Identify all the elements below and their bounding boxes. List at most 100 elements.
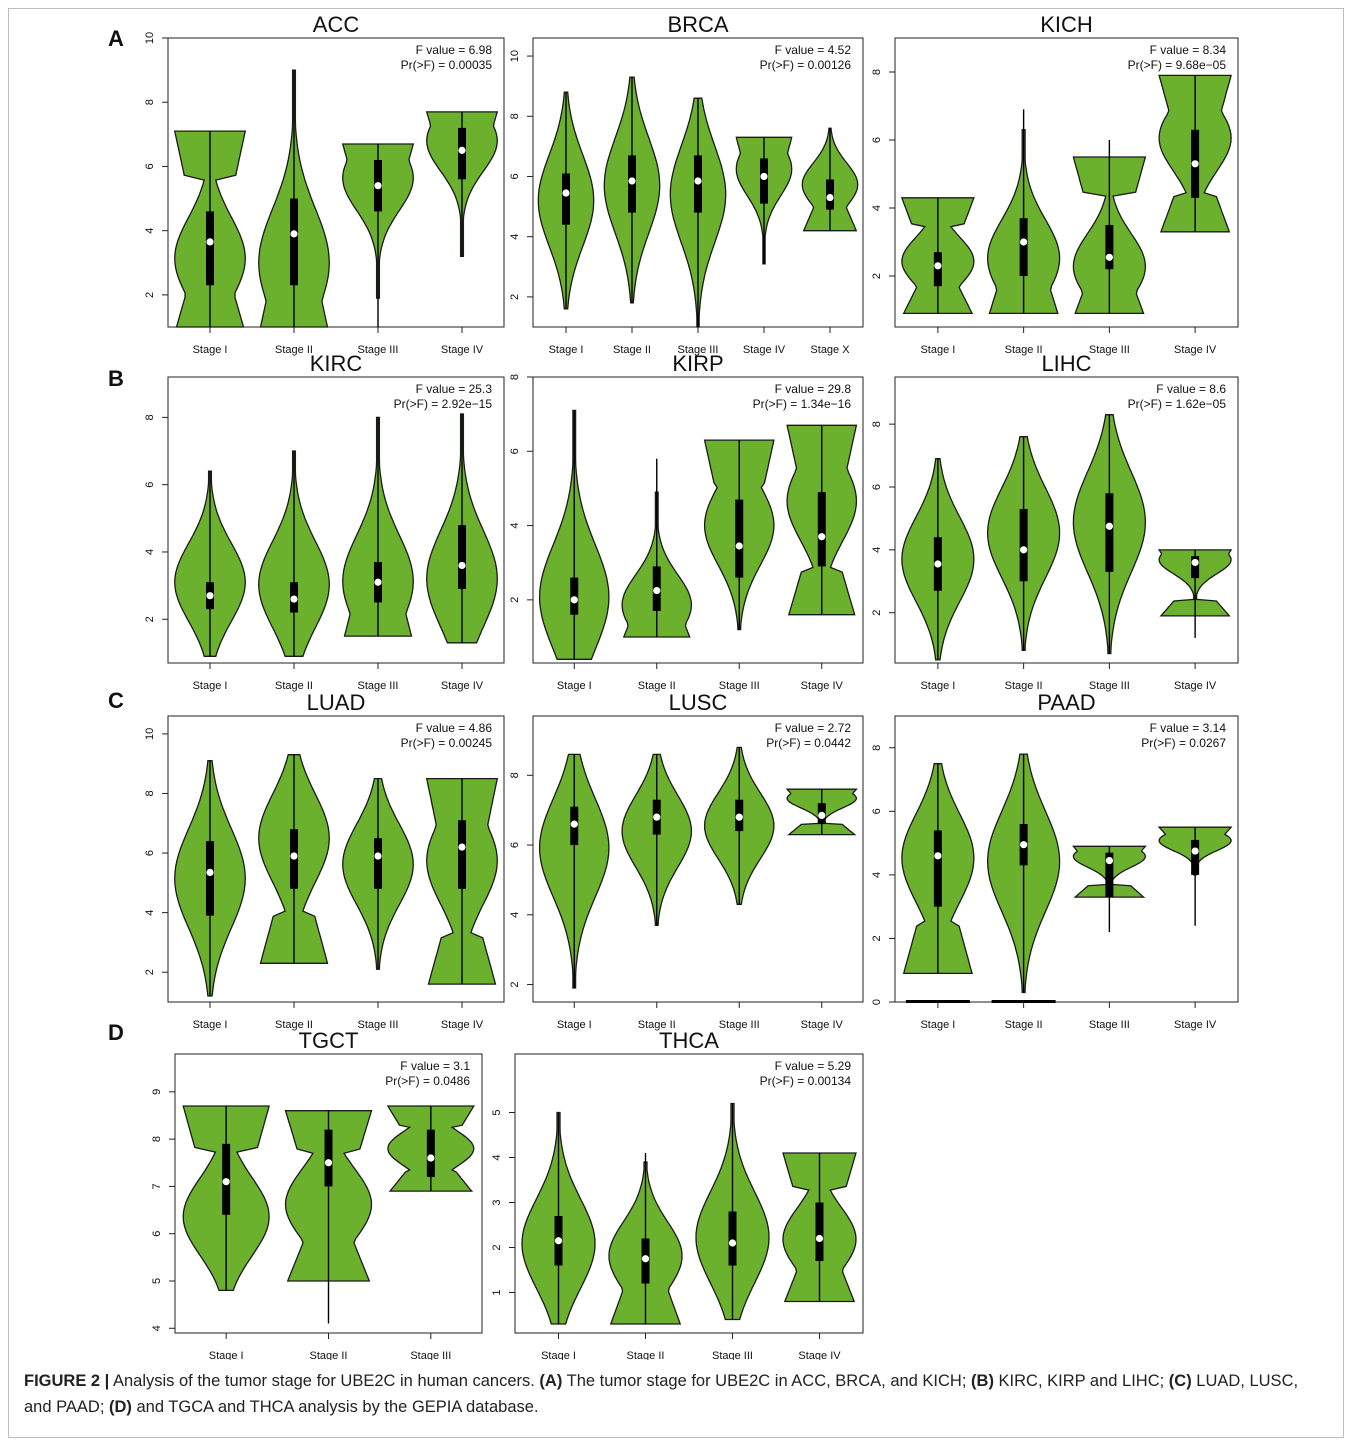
iqr-box-1	[562, 173, 570, 225]
caption-text-5: (C)	[1168, 1372, 1192, 1390]
x-tick-label: Stage I	[193, 680, 228, 692]
chart-title: ACC	[313, 12, 360, 37]
median-point-4	[760, 172, 768, 181]
y-tick-label: 8	[144, 99, 156, 105]
x-tick-label: Stage II	[310, 1350, 348, 1360]
chart-lihc: LIHC F value = 8.6Pr(>F) = 1.62e−05 2 4 6 8 St…	[871, 351, 1239, 692]
y-tick-label: 0	[871, 999, 883, 1005]
y-tick-label: 3	[491, 1199, 503, 1205]
p-value-label: Pr(>F) = 0.00126	[760, 58, 852, 72]
iqr-box-3	[1105, 852, 1114, 898]
chart-title: BRCA	[667, 12, 728, 37]
y-tick-label: 6	[509, 173, 521, 179]
chart-title: KIRP	[672, 351, 723, 376]
caption-text-3: (B)	[971, 1372, 994, 1390]
median-point-1	[222, 1178, 230, 1186]
iqr-box-3	[1105, 493, 1114, 572]
iqr-box-4	[1191, 556, 1200, 579]
y-tick-label: 2	[871, 610, 883, 616]
f-value-label: F value = 8.6	[1156, 382, 1226, 396]
caption-text-0: Analysis of the tumor stage for UBE2C in…	[109, 1372, 540, 1390]
panel-letter-C: C	[108, 688, 124, 713]
median-point-2	[1020, 238, 1028, 246]
iqr-box-4	[1191, 839, 1200, 875]
y-tick-label: 2	[871, 935, 883, 941]
iqr-box-2	[1019, 218, 1028, 276]
y-tick-label: 2	[509, 294, 521, 300]
median-point-4	[458, 843, 466, 851]
f-value-label: F value = 25.3	[416, 382, 493, 396]
iqr-box-4	[458, 820, 466, 889]
y-tick-label: 2	[491, 1244, 503, 1250]
y-tick-label: 7	[151, 1183, 163, 1189]
caption-text-8: and TGCA and THCA analysis by the GEPIA …	[131, 1398, 539, 1416]
iqr-box-1	[206, 211, 214, 286]
y-tick-label: 2	[144, 292, 156, 298]
y-tick-label: 2	[871, 273, 883, 279]
median-point-4	[1191, 160, 1199, 168]
median-point-3	[735, 542, 743, 550]
x-tick-label: Stage III	[1089, 680, 1130, 692]
y-tick-label: 8	[871, 745, 883, 751]
x-tick-label: Stage II	[638, 1019, 676, 1031]
iqr-box-3	[374, 838, 382, 889]
y-tick-label: 6	[144, 163, 156, 169]
x-tick-label: Stage I	[557, 1019, 592, 1031]
y-tick-label: 4	[509, 912, 521, 918]
median-point-4	[458, 146, 466, 154]
y-tick-label: 4	[871, 205, 883, 211]
y-tick-label: 8	[144, 414, 156, 420]
chart-title: PAAD	[1037, 690, 1095, 715]
y-tick-label: 4	[491, 1154, 503, 1160]
median-point-1	[554, 1237, 563, 1245]
x-tick-label: Stage II	[275, 1019, 313, 1031]
y-tick-label: 5	[491, 1109, 503, 1115]
iqr-box-4	[760, 158, 768, 204]
median-point-2	[324, 1159, 333, 1167]
y-tick-label: 8	[871, 69, 883, 75]
x-tick-label: Stage IV	[1174, 344, 1217, 356]
y-tick-label: 5	[151, 1278, 163, 1284]
x-tick-label: Stage II	[638, 680, 676, 692]
plot-frame	[167, 715, 505, 1003]
median-point-3	[374, 182, 382, 190]
caption-lead: FIGURE 2 |	[24, 1372, 110, 1390]
y-tick-label: 4	[509, 234, 521, 240]
chart-tgct: TGCT F value = 3.1Pr(>F) = 0.0486 4 5 6 7 8 9 St…	[151, 1028, 483, 1360]
f-value-label: F value = 3.14	[1150, 721, 1227, 735]
median-point-4	[1191, 847, 1199, 855]
x-tick-label: Stage III	[719, 680, 760, 692]
x-tick-label: Stage I	[920, 344, 955, 356]
y-tick-label: 4	[871, 547, 883, 553]
x-tick-label: Stage IV	[441, 344, 484, 356]
zero-bar-1	[905, 1000, 970, 1003]
y-tick-label: 8	[151, 1136, 163, 1142]
median-point-1	[206, 868, 214, 877]
iqr-box-3	[426, 1129, 435, 1177]
chart-title: TGCT	[299, 1028, 359, 1053]
chart-title: LIHC	[1041, 351, 1091, 376]
x-tick-label: Stage II	[275, 680, 313, 692]
f-value-label: F value = 3.1	[400, 1059, 470, 1073]
plot-frame	[894, 376, 1239, 664]
x-tick-label: Stage I	[541, 1350, 576, 1360]
median-point-4	[1191, 558, 1199, 567]
y-tick-label: 4	[144, 910, 156, 916]
median-point-4	[815, 1234, 824, 1243]
p-value-label: Pr(>F) = 1.34e−16	[753, 397, 852, 411]
x-tick-label: Stage III	[1089, 1019, 1130, 1031]
caption-text-1: (A)	[539, 1372, 563, 1390]
x-tick-label: Stage III	[678, 344, 719, 356]
median-point-3	[1105, 253, 1113, 261]
x-tick-label: Stage I	[193, 344, 228, 356]
median-point-1	[206, 238, 214, 246]
median-point-2	[653, 813, 661, 821]
y-tick-label: 8	[509, 772, 521, 778]
y-tick-label: 8	[509, 374, 521, 380]
y-tick-label: 4	[871, 872, 883, 878]
median-point-1	[562, 189, 570, 197]
x-tick-label: Stage III	[358, 680, 399, 692]
y-tick-label: 2	[509, 597, 521, 603]
